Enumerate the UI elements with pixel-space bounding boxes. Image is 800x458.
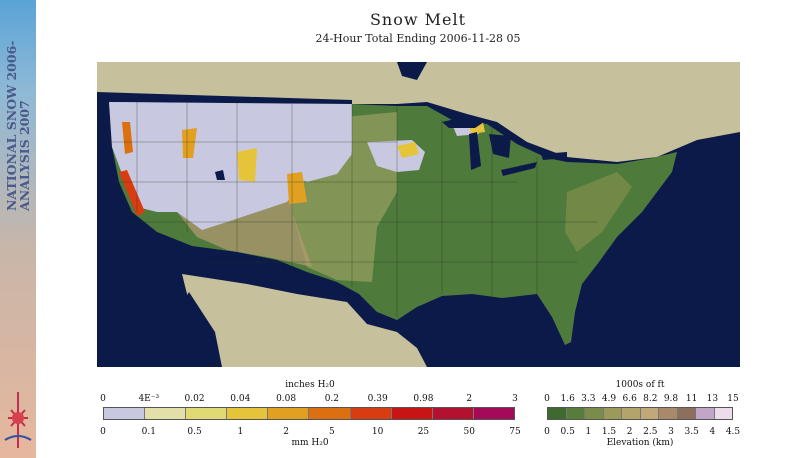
- melt-bottom-tick-0: 0: [100, 427, 106, 437]
- snow-melt-map: [97, 62, 740, 367]
- elev-top-tick-3: 4.9: [601, 394, 617, 404]
- melt-swatch-5: [309, 408, 351, 419]
- melt-bottom-tick-4: 2: [283, 427, 289, 437]
- elev-bottom-tick-3: 1.5: [601, 427, 617, 437]
- elev-top-label: 1000s of ft: [615, 380, 665, 390]
- elev-swatch-1: [566, 408, 585, 419]
- melt-swatch-9: [473, 408, 514, 419]
- melt-top-tick-5: 0.2: [324, 394, 340, 404]
- side-banner: NATIONAL SNOW 2006- ANALYSIS 2007: [0, 0, 36, 458]
- melt-bottom-tick-7: 25: [417, 427, 430, 437]
- melt-bottom-tick-2: 0.5: [187, 427, 202, 437]
- sierra-melt: [119, 170, 145, 216]
- state-borders: [109, 102, 597, 317]
- idaho-melt: [182, 128, 197, 158]
- elev-swatch-2: [585, 408, 604, 419]
- melt-top-tick-3: 0.04: [230, 394, 251, 404]
- lake-ontario: [541, 152, 567, 160]
- elevation-color-bar: [547, 407, 733, 420]
- melt-top-label: inches H₂0: [285, 380, 335, 390]
- elev-bottom-tick-0: 0: [544, 427, 550, 437]
- melt-bottom-tick-5: 5: [329, 427, 335, 437]
- elev-bottom-tick-5: 2.5: [643, 427, 658, 437]
- melt-bottom-label: mm H₂0: [291, 438, 329, 448]
- melt-top-tick-0: 0: [100, 394, 106, 404]
- western-snow-cover: [109, 102, 352, 230]
- melt-bottom-tick-8: 50: [463, 427, 475, 437]
- elev-top-tick-8: 13: [706, 394, 719, 404]
- banner-title: NATIONAL SNOW 2006- ANALYSIS 2007: [4, 41, 32, 212]
- elev-bottom-tick-4: 2: [626, 427, 633, 437]
- elev-swatch-4: [622, 408, 641, 419]
- melt-swatch-2: [186, 408, 228, 419]
- melt-color-bar: [103, 407, 515, 420]
- map-title: Snow Melt: [369, 10, 467, 29]
- elev-top-tick-9: 15: [727, 394, 739, 404]
- melt-top-tick-2: 0.02: [184, 394, 205, 404]
- melt-bottom-ticks: 0 0.1 0.5 1 2 5 10 25 50 75: [100, 427, 521, 439]
- appalachian-upland: [565, 172, 632, 252]
- elev-swatch-7: [677, 408, 696, 419]
- lake-superior: [442, 116, 487, 128]
- melt-bottom-tick-6: 10: [371, 427, 384, 437]
- elev-top-tick-2: 3.3: [581, 394, 596, 404]
- canada-landmass: [97, 62, 740, 162]
- lake-erie: [501, 162, 537, 176]
- melt-swatch-3: [227, 408, 269, 419]
- nohrsc-logo: [4, 392, 32, 448]
- melt-bottom-tick-9: 75: [509, 427, 521, 437]
- elev-top-tick-5: 8.2: [643, 394, 658, 404]
- lake-huron: [489, 134, 511, 158]
- elev-swatch-6: [659, 408, 678, 419]
- melt-swatch-7: [391, 408, 433, 419]
- elev-top-tick-7: 11: [685, 394, 698, 404]
- wyoming-melt: [237, 148, 257, 182]
- banner-line-2: ANALYSIS 2007: [17, 100, 32, 212]
- cascade-melt: [122, 122, 133, 154]
- melt-swatch-6: [350, 408, 392, 419]
- map-subtitle: 24-Hour Total Ending 2006-11-28 05: [315, 32, 521, 45]
- lake-michigan: [469, 132, 481, 170]
- great-salt-lake: [215, 170, 225, 180]
- melt-swatch-0: [104, 408, 146, 419]
- melt-bottom-tick-3: 1: [237, 427, 244, 437]
- banner-line-1: NATIONAL SNOW 2006-: [4, 41, 19, 211]
- elev-bottom-tick-8: 4: [709, 427, 716, 437]
- elev-top-ticks: 0 1.6 3.3 4.9 6.6 8.2 9.8 11 13 15: [544, 394, 739, 406]
- elev-swatch-8: [696, 408, 715, 419]
- elev-swatch-9: [714, 408, 732, 419]
- elev-swatch-0: [548, 408, 567, 419]
- melt-top-tick-9: 3: [512, 394, 518, 404]
- melt-swatch-4: [268, 408, 310, 419]
- melt-top-tick-1: 4E⁻³: [138, 394, 160, 404]
- elev-top-tick-6: 9.8: [663, 394, 679, 404]
- elev-top-tick-0: 0: [544, 394, 550, 404]
- elev-bottom-label: Elevation (km): [606, 438, 674, 448]
- upper-midwest-melt: [397, 142, 419, 158]
- elev-top-tick-4: 6.6: [622, 394, 637, 404]
- dakota-snow-cover: [292, 127, 352, 182]
- elev-bottom-tick-9: 4.5: [725, 427, 741, 437]
- hudson-area: [397, 62, 427, 80]
- elev-top-tick-1: 1.6: [560, 394, 575, 404]
- melt-swatch-1: [145, 408, 187, 419]
- melt-top-tick-6: 0.39: [367, 394, 388, 404]
- mexico-landmass: [182, 274, 427, 367]
- elev-bottom-tick-6: 3: [668, 427, 674, 437]
- melt-top-tick-4: 0.08: [276, 394, 297, 404]
- melt-top-tick-7: 0.98: [413, 394, 434, 404]
- melt-top-tick-8: 2: [466, 394, 473, 404]
- elev-bottom-tick-7: 3.5: [684, 427, 699, 437]
- baja-ocean-gap: [183, 292, 222, 367]
- elev-bottom-tick-1: 0.5: [560, 427, 575, 437]
- melt-top-ticks: 0 4E⁻³ 0.02 0.04 0.08 0.2 0.39 0.98 2 3: [100, 394, 518, 406]
- elev-bottom-tick-2: 1: [585, 427, 592, 437]
- elev-swatch-3: [603, 408, 622, 419]
- elev-swatch-5: [640, 408, 659, 419]
- melt-swatch-8: [432, 408, 474, 419]
- melt-bottom-tick-1: 0.1: [141, 427, 156, 437]
- elev-bottom-ticks: 0 0.5 1 1.5 2 2.5 3 3.5 4 4.5: [544, 427, 740, 439]
